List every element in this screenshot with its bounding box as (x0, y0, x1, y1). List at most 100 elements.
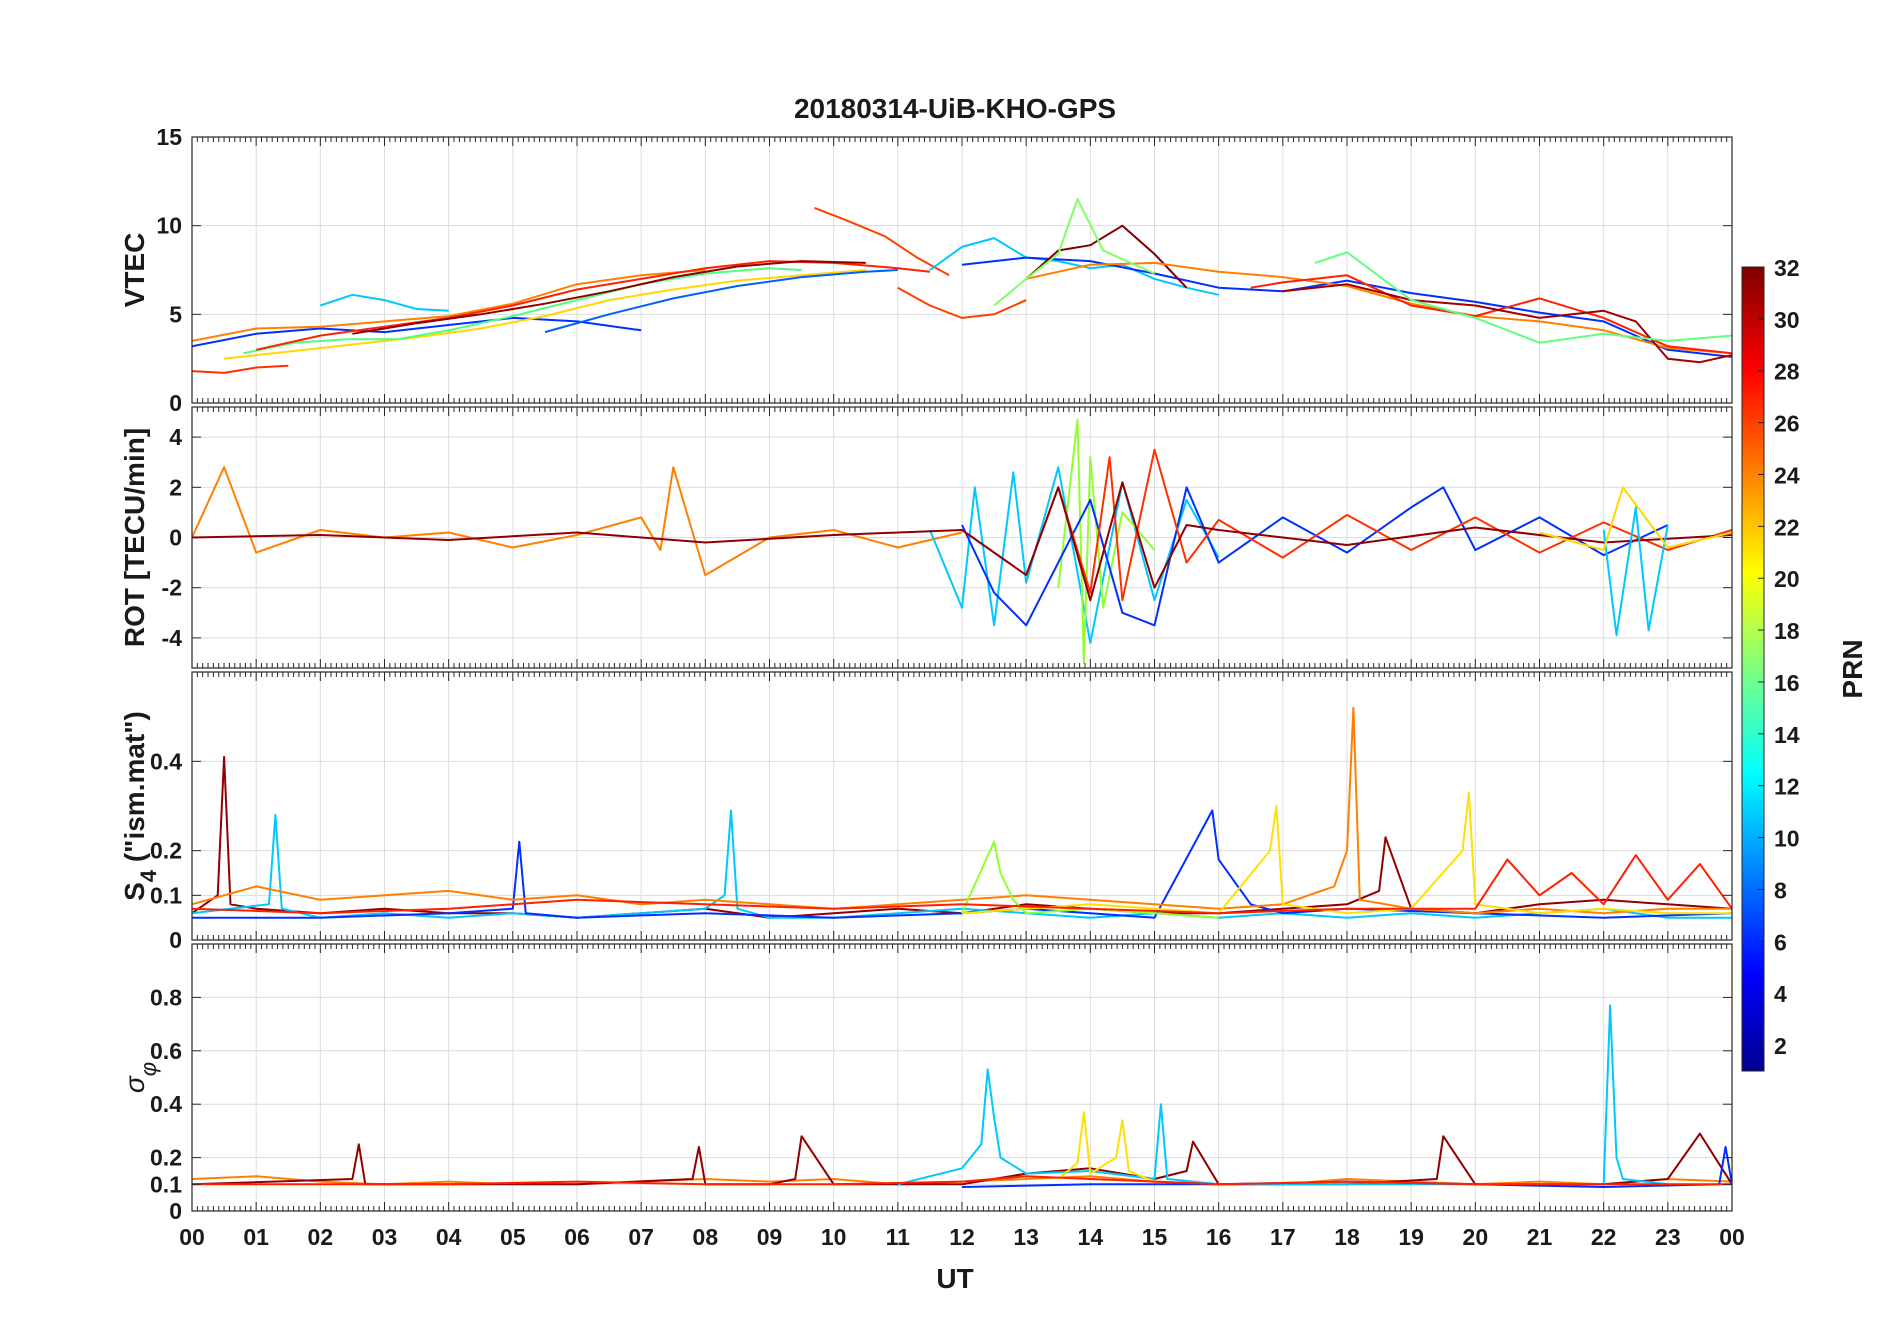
x-tick-label: 17 (1270, 1224, 1296, 1250)
colorbar-tick-label: 20 (1774, 566, 1800, 592)
x-tick-label: 05 (500, 1224, 526, 1250)
x-tick-label: 19 (1398, 1224, 1424, 1250)
x-ticks-rot (191, 407, 1733, 668)
y-axis-label-sub: 4 (136, 869, 161, 882)
x-tick-label: 00 (179, 1224, 205, 1250)
series-line-sigma_phi-5 (192, 1175, 1732, 1186)
series-line-vtec-2 (192, 364, 289, 374)
series-line-vtec-5 (243, 267, 802, 355)
y-tick-label-sigma_phi: 0.8 (150, 984, 182, 1010)
colorbar-label: PRN (1837, 639, 1868, 698)
y-axis-label-main: σ (119, 1075, 150, 1093)
colorbar-tick-label: 8 (1774, 877, 1787, 903)
x-tick-label: 23 (1655, 1224, 1681, 1250)
colorbar-tick-label: 14 (1774, 722, 1800, 748)
colorbar-tick-label: 16 (1774, 670, 1800, 696)
series-line-sigma_phi-2 (897, 1004, 1668, 1186)
y-tick-label-vtec: 5 (169, 301, 182, 327)
x-axis-label: UT (936, 1263, 973, 1294)
series-line-rot-6 (1602, 506, 1669, 637)
colorbar-tick-label: 24 (1774, 462, 1800, 488)
x-ticks-s4 (191, 672, 1733, 940)
y-tick-label-rot: 2 (169, 474, 182, 500)
colorbar-tick-label: 10 (1774, 826, 1800, 852)
colorbar-tick-label: 30 (1774, 307, 1800, 333)
x-tick-label: 07 (628, 1224, 654, 1250)
x-tick-label: 13 (1013, 1224, 1039, 1250)
series-line-vtec-1 (192, 316, 642, 348)
x-tick-label: 15 (1142, 1224, 1168, 1250)
series-line-vtec-16 (1250, 274, 1732, 355)
x-tick-label: 12 (949, 1224, 975, 1250)
series-group-sigma_phi (192, 1004, 1732, 1188)
y-tick-label-rot: 4 (169, 424, 182, 450)
x-tick-label: 14 (1078, 1224, 1104, 1250)
series-line-vtec-7 (352, 260, 866, 335)
series-line-vtec-14 (1025, 261, 1732, 355)
y-tick-label-sigma_phi: 0.4 (150, 1091, 182, 1117)
colorbar-tick-label: 26 (1774, 411, 1800, 437)
colorbar-gradient (1741, 266, 1765, 1072)
series-group-s4 (192, 706, 1732, 919)
colorbar-tick-label: 28 (1774, 359, 1800, 385)
x-tick-label: 11 (886, 1224, 911, 1250)
panel-sigma_phi: 00.10.2 0.4 0.6 0.8 σφ (119, 943, 1733, 1224)
x-tick-label: 20 (1463, 1224, 1489, 1250)
figure-title: 20180314-UiB-KHO-GPS (794, 93, 1116, 124)
y-tick-label-rot: -4 (162, 625, 183, 651)
series-line-s4-6 (192, 854, 1732, 915)
series-line-vtec-13 (1025, 224, 1188, 289)
grid-rot (191, 407, 1733, 668)
series-line-vtec-17 (1282, 283, 1732, 364)
y-axis-label-sigma_phi: σφ (119, 1062, 161, 1093)
series-line-vtec-18 (1314, 251, 1732, 344)
x-axis-tick-labels: 00 01 02 03 04 05 06 07 08 09 10 11 12 13 14 15 16 17 18 19… (179, 1224, 1745, 1250)
series-line-rot-0 (192, 466, 963, 577)
x-tick-label: 03 (372, 1224, 398, 1250)
y-axis-label-vtec: VTEC (119, 233, 150, 308)
series-line-vtec-15 (993, 198, 1155, 307)
series-line-vtec-8 (544, 269, 898, 334)
y-tick-label-rot: -2 (162, 575, 182, 601)
y-tick-label-s4: 0.4 (150, 748, 182, 774)
series-line-vtec-12 (961, 256, 1732, 358)
series-group-vtec (192, 198, 1732, 374)
y-tick-label-sigma_phi: 0.6 (150, 1038, 182, 1064)
y-axis-label-rot: ROT [TECU/min] (119, 428, 150, 647)
series-line-rot-7 (1539, 486, 1732, 551)
y-axis-label-s4: S4 ("ism.mat") (119, 711, 161, 901)
series-group-rot (192, 418, 1732, 664)
y-axis-label-rest: ("ism.mat") (119, 711, 150, 870)
colorbar-tick-label: 22 (1774, 514, 1800, 540)
x-tick-label: 06 (564, 1224, 590, 1250)
y-tick-label-vtec: 15 (156, 124, 182, 150)
y-tick-label-rot: 0 (169, 525, 182, 551)
series-line-s4-3 (192, 706, 1732, 915)
x-tick-label: 09 (757, 1224, 783, 1250)
series-line-s4-4 (961, 791, 1732, 915)
series-line-rot-2 (1057, 418, 1156, 664)
panel-rot: -4 -2 0 2 4 ROT [TECU/min] (119, 406, 1733, 669)
y-tick-label-s4: 0.2 (150, 838, 182, 864)
y-tick-label-vtec: 0 (169, 390, 182, 416)
series-line-rot-4 (1025, 448, 1732, 602)
x-tick-label: 08 (693, 1224, 719, 1250)
x-tick-label: 21 (1527, 1224, 1553, 1250)
x-tick-label: 22 (1591, 1224, 1617, 1250)
grid-vtec (191, 136, 1733, 404)
x-ticks-sigma_phi (191, 944, 1733, 1211)
series-line-vtec-6 (255, 260, 931, 351)
y-tick-label-s4: 0 (169, 927, 182, 953)
grid-sigma_phi (191, 944, 1733, 1212)
x-tick-label: 10 (821, 1224, 847, 1250)
panel-s4: 0 0.1 0.2 0.4S4 ("ism.mat") (119, 671, 1733, 953)
colorbar-tick-label: 2 (1774, 1033, 1787, 1059)
y-tick-label-s4: 0.1 (150, 882, 182, 908)
colorbar-tick-label: 4 (1774, 981, 1787, 1007)
colorbar-tick-label: 6 (1774, 929, 1787, 955)
y-axis-label-sub: φ (136, 1062, 161, 1076)
